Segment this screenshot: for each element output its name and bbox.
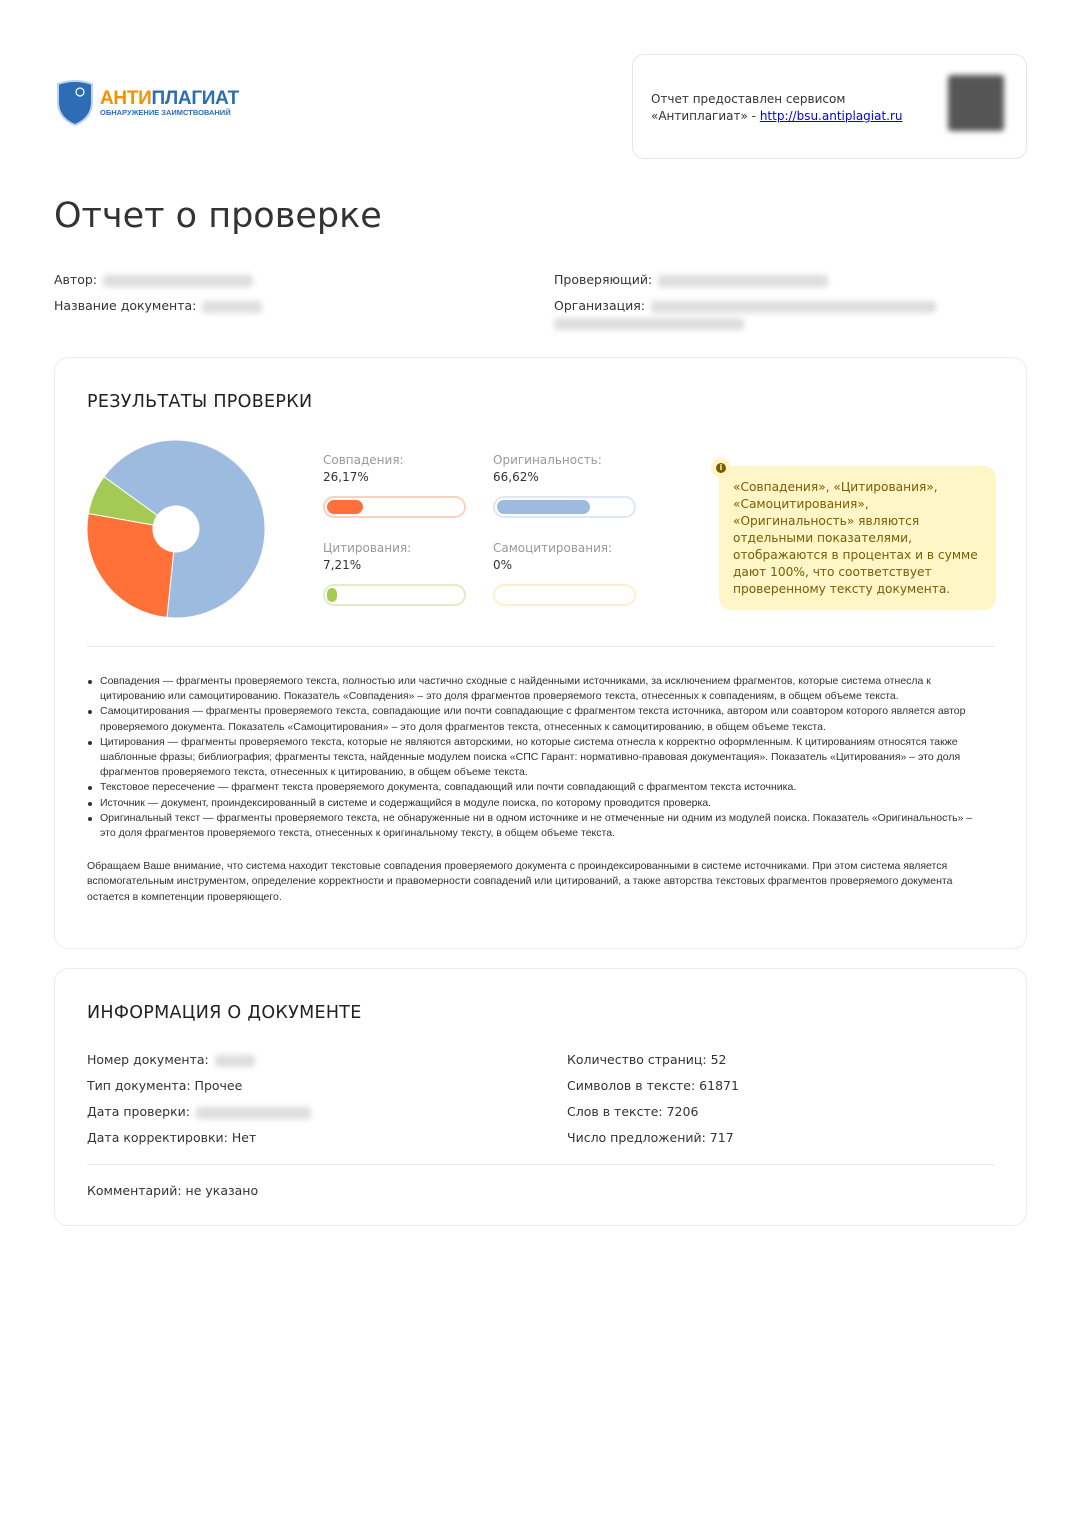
docinfo-text: Слов в тексте: 7206 — [567, 1104, 699, 1119]
docinfo-heading: ИНФОРМАЦИЯ О ДОКУМЕНТЕ — [87, 1003, 362, 1023]
results-heading: РЕЗУЛЬТАТЫ ПРОВЕРКИ — [87, 392, 313, 412]
definition-item: Источник — документ, проиндексированный … — [87, 796, 977, 811]
docinfo-text: Номер документа: — [87, 1052, 209, 1067]
definitions-block: Совпадения — фрагменты проверяемого текс… — [87, 674, 977, 905]
definition-item: Совпадения — фрагменты проверяемого текс… — [87, 674, 977, 704]
stat-label: Совпадения: — [323, 453, 404, 467]
provider-box: Отчет предоставлен сервисом «Антиплагиат… — [632, 54, 1027, 159]
docinfo-item: Дата проверки: — [87, 1099, 311, 1125]
docinfo-item: Число предложений: 717 — [567, 1125, 739, 1151]
stat-2: Цитирования: 7,21% — [323, 541, 411, 572]
definition-item: Оригинальный текст — фрагменты проверяем… — [87, 811, 977, 841]
org-field: Организация: — [554, 298, 936, 330]
docinfo-text: Количество страниц: 52 — [567, 1052, 727, 1067]
docinfo-item: Тип документа: Прочее — [87, 1073, 311, 1099]
checker-label: Проверяющий: — [554, 272, 653, 287]
stat-bar-fill — [327, 588, 338, 602]
stat-bar — [323, 496, 466, 518]
results-pie-chart — [86, 439, 266, 619]
stat-1: Оригинальность: 66,62% — [493, 453, 602, 484]
docinfo-item: Номер документа: — [87, 1047, 311, 1073]
pie-slice-citations — [87, 475, 159, 526]
doc-name-field: Название документа: — [54, 298, 263, 313]
definition-item: Цитирования — фрагменты проверяемого тек… — [87, 735, 977, 781]
note-text: «Совпадения», «Цитирования», «Самоцитиро… — [733, 480, 978, 596]
definition-item: Текстовое пересечение — фрагмент текста … — [87, 780, 977, 795]
stat-bar — [493, 496, 636, 518]
stat-label: Оригинальность: — [493, 453, 602, 467]
docinfo-text: Дата корректировки: Нет — [87, 1130, 257, 1145]
docinfo-item: Дата корректировки: Нет — [87, 1125, 311, 1151]
stat-value: 7,21% — [323, 558, 362, 572]
stat-bar — [323, 584, 466, 606]
stat-bar-fill — [327, 500, 364, 514]
divider — [87, 1164, 995, 1165]
shield-icon — [57, 80, 93, 126]
stat-3: Самоцитирования: 0% — [493, 541, 612, 572]
stat-value: 0% — [493, 558, 513, 572]
qr-code — [948, 75, 1004, 131]
attention-text: Обращаем Ваше внимание, что система нахо… — [87, 860, 953, 903]
author-field: Автор: — [54, 272, 253, 287]
definition-item: Самоцитирования — фрагменты проверяемого… — [87, 704, 977, 734]
docinfo-card: ИНФОРМАЦИЯ О ДОКУМЕНТЕ Номер документа: Т… — [54, 968, 1027, 1226]
stat-label: Цитирования: — [323, 541, 412, 555]
doc-name-label: Название документа: — [54, 298, 197, 313]
stat-value: 66,62% — [493, 470, 539, 484]
stat-bar-fill — [497, 500, 590, 514]
docinfo-item: Слов в тексте: 7206 — [567, 1099, 739, 1125]
stat-value: 26,17% — [323, 470, 369, 484]
docinfo-text: Число предложений: 717 — [567, 1130, 734, 1145]
divider — [87, 646, 995, 647]
provider-link[interactable]: http://bsu.antiplagiat.ru — [759, 109, 903, 123]
provider-line2: «Антиплагиат» - — [651, 109, 760, 123]
logo-text-b: ПЛАГИАТ — [151, 88, 240, 109]
antiplagiat-logo: АНТИПЛАГИАТ ОБНАРУЖЕНИЕ ЗАИМСТВОВАНИЙ — [56, 80, 239, 126]
stat-bar — [493, 584, 636, 606]
page-title: Отчет о проверке — [54, 196, 382, 236]
stat-0: Совпадения: 26,17% — [323, 453, 404, 484]
author-label: Автор: — [54, 272, 97, 287]
pie-slice-matches — [86, 512, 175, 619]
definitions-list: Совпадения — фрагменты проверяемого текс… — [87, 674, 977, 841]
stat-label: Самоцитирования: — [493, 541, 613, 555]
org-label: Организация: — [554, 298, 645, 313]
docinfo-text: Тип документа: Прочее — [87, 1078, 243, 1093]
docinfo-right: Количество страниц: 52 Символов в тексте:… — [567, 1047, 739, 1151]
docinfo-left: Номер документа: Тип документа: Прочее Дат… — [87, 1047, 311, 1151]
docinfo-text: Символов в тексте: 61871 — [567, 1078, 739, 1093]
logo-text-a: АНТИ — [100, 88, 152, 109]
docinfo-text: Дата проверки: — [87, 1104, 190, 1119]
pie-slice-original — [103, 439, 266, 619]
info-icon: i — [711, 458, 731, 478]
docinfo-item: Количество страниц: 52 — [567, 1047, 739, 1073]
docinfo-item: Символов в тексте: 61871 — [567, 1073, 739, 1099]
logo-subtitle: ОБНАРУЖЕНИЕ ЗАИМСТВОВАНИЙ — [100, 108, 231, 117]
results-card: РЕЗУЛЬТАТЫ ПРОВЕРКИ Совпадения: 26,17% Ор… — [54, 357, 1027, 949]
comment: Комментарий: не указано — [87, 1183, 259, 1198]
checker-field: Проверяющий: — [554, 272, 829, 287]
info-note: i «Совпадения», «Цитирования», «Самоцити… — [711, 458, 996, 610]
provider-line1: Отчет предоставлен сервисом — [651, 92, 846, 106]
